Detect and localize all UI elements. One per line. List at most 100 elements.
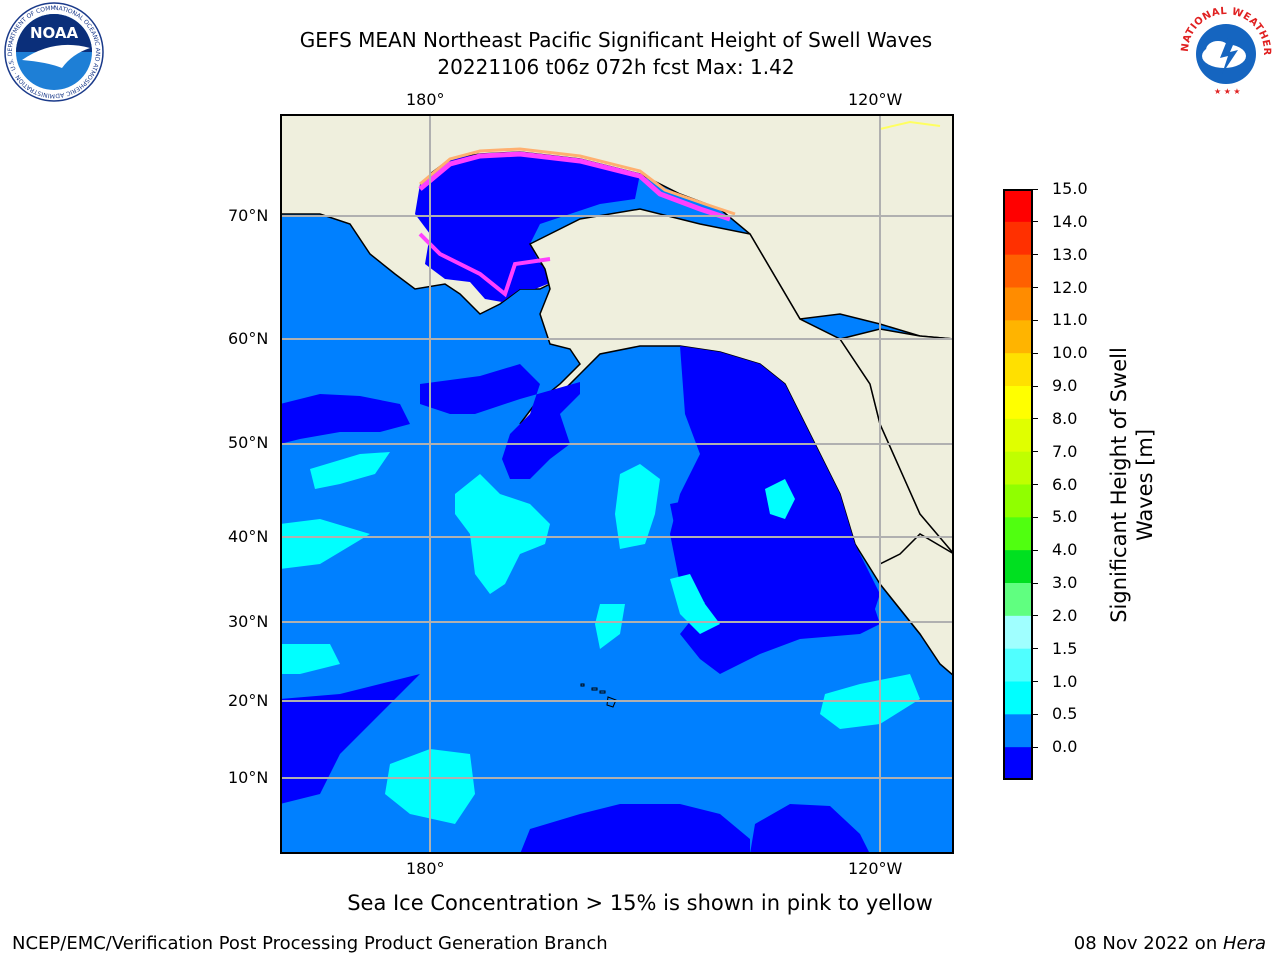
colorbar: [1003, 189, 1033, 781]
colorbar-band: [1003, 550, 1033, 584]
ocean-cyan-2: [455, 474, 550, 594]
colorbar-tick-mark: [1033, 746, 1038, 748]
land-mexico: [879, 533, 955, 678]
colorbar-tick-label: 1.5: [1052, 638, 1078, 658]
footer-host: Hera: [1222, 933, 1266, 954]
sea-ice-edge-yellow: [879, 120, 941, 130]
colorbar-bands: [1003, 189, 1033, 781]
sea-ice-caption: Sea Ice Concentration > 15% is shown in …: [347, 891, 933, 915]
colorbar-label-line2: Waves [m]: [1133, 428, 1157, 542]
ocean-deep-sw: [280, 674, 420, 804]
map-panel: [279, 113, 955, 854]
colorbar-tick-mark: [1033, 319, 1038, 321]
colorbar-tick-label: 9.0: [1052, 376, 1078, 395]
colorbar-band: [1003, 418, 1033, 453]
colorbar-tick-mark: [1033, 615, 1038, 617]
colorbar-band: [1003, 320, 1033, 354]
lat-label-70n: 70°N: [228, 206, 269, 225]
sea-ice-edge: [418, 151, 731, 222]
lon-label-bottom-180: 180°: [406, 859, 445, 878]
colorbar-label-line1: Significant Height of Swell: [1107, 347, 1131, 623]
footer-date: 08 Nov 2022 on Hera: [1074, 933, 1266, 954]
ocean-cyan-7: [595, 604, 625, 649]
lon-label-bottom-120w: 120°W: [848, 859, 903, 878]
swell-height-map: [279, 113, 955, 854]
colorbar-tick-mark: [1033, 648, 1038, 650]
lat-label-10n: 10°N: [228, 768, 269, 787]
ocean-cyan-1: [310, 452, 390, 489]
lon-label-top-180: 180°: [406, 90, 445, 109]
colorbar-tick-label: 4.0: [1052, 540, 1078, 560]
colorbar-tick-label: 0.5: [1052, 704, 1078, 724]
ocean-cyan-5: [280, 519, 370, 569]
colorbar-tick-label: 2.0: [1052, 605, 1078, 625]
ocean-cyan-6: [670, 574, 720, 634]
colorbar-band: [1003, 386, 1033, 420]
colorbar-band: [1003, 615, 1033, 650]
ocean-deep-south2: [750, 804, 870, 854]
colorbar-tick-mark: [1033, 385, 1038, 387]
ocean-cyan-8: [280, 644, 340, 674]
colorbar-band: [1003, 747, 1033, 781]
ocean-deep-california: [670, 494, 880, 674]
colorbar-border: [1003, 189, 1033, 780]
lat-label-50n: 50°N: [228, 433, 269, 452]
colorbar-tick-mark: [1033, 582, 1038, 584]
colorbar-tick-mark: [1033, 352, 1038, 354]
ocean-arctic: [415, 152, 640, 302]
colorbar-tick-label: 1.0: [1052, 671, 1078, 691]
colorbar-tick-mark: [1033, 549, 1038, 551]
nws-logo: NATIONAL WEATHER SERVICE ★ ★ ★: [1172, 0, 1276, 100]
colorbar-tick-label: 3.0: [1052, 573, 1078, 592]
colorbar-tick-label: 6.0: [1052, 474, 1078, 494]
colorbar-tick-mark: [1033, 451, 1038, 453]
colorbar-tick-mark: [1033, 713, 1038, 715]
colorbar-tick-label: 10.0: [1052, 343, 1088, 363]
colorbar-tick-label: 8.0: [1052, 408, 1078, 428]
colorbar-tick-mark: [1033, 418, 1038, 420]
ocean-cyan-3: [615, 464, 660, 549]
colorbar-tick-label: 5.0: [1052, 507, 1078, 527]
colorbar-tick-label: 14.0: [1052, 211, 1088, 231]
colorbar-tick-mark: [1033, 681, 1038, 682]
colorbar-band: [1003, 189, 1033, 223]
colorbar-band: [1003, 714, 1033, 748]
colorbar-tick-mark: [1033, 221, 1038, 223]
colorbar-band: [1003, 648, 1033, 682]
sea-ice-edge-outer: [419, 147, 736, 216]
colorbar-tick-mark: [1033, 287, 1038, 288]
map-border: [280, 114, 954, 854]
lat-label-40n: 40°N: [228, 527, 269, 546]
colorbar-tick-mark: [1033, 516, 1038, 518]
colorbar-band: [1003, 583, 1033, 617]
lat-label-20n: 20°N: [228, 691, 269, 710]
colorbar-band: [1003, 287, 1033, 321]
colorbar-tick-label: 12.0: [1052, 277, 1088, 297]
colorbar-tick-label: 13.0: [1052, 244, 1088, 264]
colorbar-band: [1003, 451, 1033, 485]
colorbar-band: [1003, 484, 1033, 518]
noaa-text: NOAA: [30, 24, 79, 42]
land-west-coast: [838, 328, 955, 557]
colorbar-band: [1003, 254, 1033, 288]
colorbar-tick-label: 0.0: [1052, 737, 1078, 757]
ocean-deep-south1: [520, 804, 750, 854]
lon-label-top-120w: 120°W: [848, 90, 903, 109]
graticule: [280, 114, 954, 854]
colorbar-tick-mark: [1033, 484, 1038, 485]
ocean-deep-bering: [420, 364, 580, 479]
colorbar-tick-label: 7.0: [1052, 441, 1078, 461]
colorbar-band: [1003, 353, 1033, 387]
colorbar-band: [1003, 681, 1033, 715]
colorbar-tick-label: 11.0: [1052, 310, 1088, 330]
footer-date-text: 08 Nov 2022 on: [1073, 933, 1223, 954]
colorbar-band: [1003, 517, 1033, 551]
colorbar-tick-label: 15.0: [1052, 179, 1088, 198]
svg-text:★ ★ ★: ★ ★ ★: [1214, 87, 1241, 96]
lat-label-30n: 30°N: [228, 612, 269, 631]
ocean-cyan-4: [765, 479, 795, 519]
footer-credit: NCEP/EMC/Verification Post Processing Pr…: [12, 933, 608, 954]
colorbar-ticks: 15.0 14.0 13.0 12.0 11.0 10.0 9.0 8.0 7.0 6.0 5.0 4…: [1033, 0, 1100, 960]
sea-ice-bering: [418, 232, 551, 298]
chart-title: GEFS MEAN Northeast Pacific Significant …: [299, 28, 933, 52]
